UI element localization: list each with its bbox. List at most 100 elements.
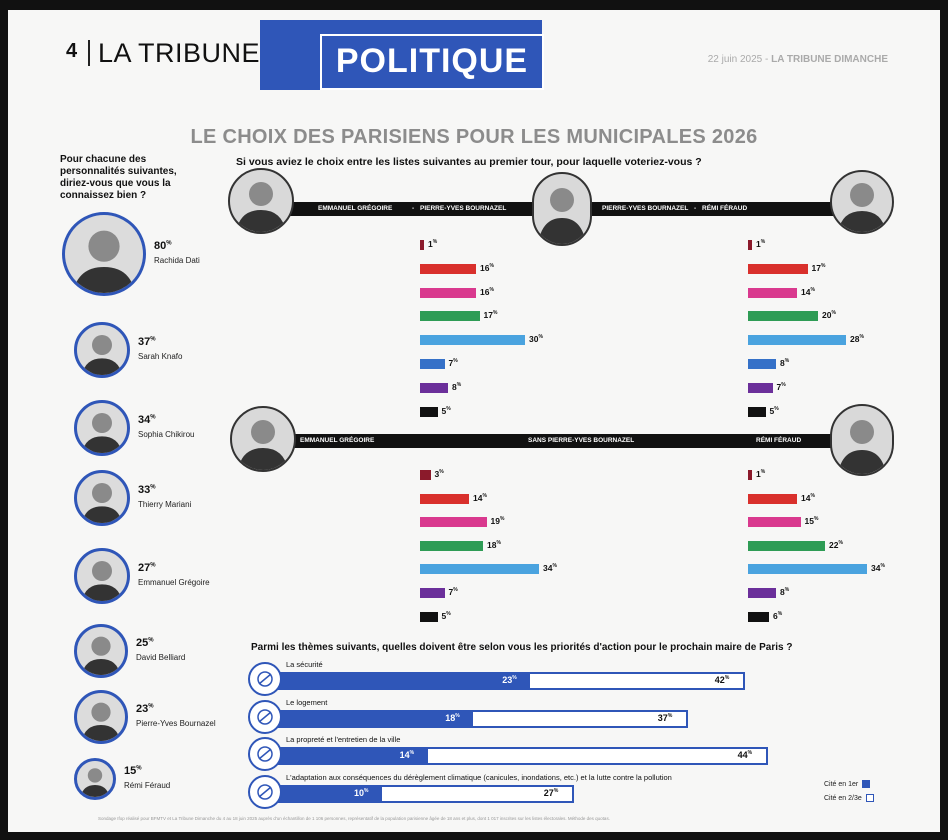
scenario-candidate-a: PIERRE-YVES BOURNAZEL [602, 205, 689, 212]
bar [420, 240, 424, 250]
bar [748, 470, 752, 480]
bar-value-label-unit: % [859, 334, 864, 341]
bar [748, 359, 776, 369]
personality-value: 33% [138, 484, 156, 496]
bar-value-label-unit: % [880, 563, 885, 570]
priority-label: La propreté et l'entretien de la ville [286, 735, 401, 744]
bar [748, 311, 818, 322]
scenario-separator: - [412, 205, 415, 212]
personality-value-unit: % [150, 562, 156, 569]
person-silhouette-icon [81, 702, 121, 741]
legend-second: Cité en 2/3e [824, 794, 874, 802]
priority-value-first: 14% [400, 750, 414, 760]
bar-value-label-unit: % [820, 262, 826, 269]
bar [748, 611, 769, 622]
priority-bar-first [268, 787, 382, 801]
priorities-question: Parmi les thèmes suivants, quelles doive… [251, 642, 793, 653]
person-silhouette-icon [838, 420, 886, 474]
bar-value-label-value: 22 [829, 539, 839, 550]
scenario-header-top-right: PIERRE-YVES BOURNAZEL - RÉMI FÉRAUD [582, 202, 858, 216]
theme-pictogram-icon [257, 784, 273, 800]
bar-value-label-value: 7 [776, 381, 782, 392]
bar-value-label: 16% [480, 263, 494, 273]
bar-value-label-unit: % [813, 516, 819, 523]
bar-value-label: 20% [822, 310, 836, 320]
bar-value-label-value: 19 [490, 516, 500, 527]
personality-value-unit: % [136, 765, 142, 772]
personality-value: 37% [138, 336, 156, 348]
bar-value-label: 6% [773, 611, 782, 621]
person-silhouette-icon [538, 188, 586, 244]
bar-value-label-value: 5 [769, 405, 775, 416]
bar-value-label-value: 8 [780, 587, 785, 597]
bar-value-label: 17% [812, 263, 826, 273]
bar-value-label: 1% [428, 239, 437, 249]
bar [420, 382, 448, 393]
avatar [74, 690, 128, 744]
bar [420, 287, 476, 298]
bar-value-label-unit: % [482, 492, 487, 499]
bar-value-label-value: 1 [756, 469, 761, 479]
avatar [74, 624, 128, 678]
priority-theme-icon [248, 775, 282, 809]
personality-value-unit: % [150, 484, 156, 491]
priority-value-total-value: 37 [657, 713, 668, 723]
bar-value-label: 16% [480, 287, 494, 297]
bar [420, 540, 483, 551]
personality-value: 23% [136, 703, 154, 715]
notoriety-question: Pour chacune des personnalités suivantes… [60, 154, 177, 201]
bar-value-label: 1% [756, 469, 765, 479]
avatar [74, 758, 116, 800]
priority-value-first: 10% [354, 788, 368, 798]
priority-bar-total: 10% 27% [266, 785, 574, 803]
bar-value-label-value: 7 [448, 358, 454, 368]
personality-value-unit: % [148, 637, 154, 644]
bar-value-label-unit: % [453, 587, 458, 594]
priority-bar-first [268, 712, 474, 726]
legend-second-label: Cité en 2/3e [824, 794, 862, 802]
personality-value-unit: % [150, 414, 156, 421]
priority-bar-total: 18% 37% [266, 710, 688, 728]
bar [748, 240, 752, 250]
priority-theme-icon [248, 662, 282, 696]
bar-value-label-unit: % [831, 310, 836, 317]
legend-first: Cité en 1er [824, 780, 871, 788]
bar-value-label-value: 15 [804, 516, 814, 527]
priority-value-first-unit: % [409, 750, 415, 756]
bar [420, 470, 431, 480]
theme-pictogram-icon [257, 671, 273, 687]
bar-value-label: 22% [829, 540, 843, 550]
bar-value-label-value: 5 [441, 405, 447, 416]
legend-first-swatch [862, 780, 871, 788]
personality-value-value: 15 [124, 765, 137, 777]
priority-label: La sécurité [286, 660, 323, 669]
bar-value-label-unit: % [432, 239, 438, 246]
priority-value-total-value: 44 [737, 750, 748, 760]
priority-bar-first [268, 674, 531, 688]
bar-value-label-unit: % [760, 469, 766, 476]
bar-value-label-value: 34 [871, 563, 881, 574]
priority-value-first-unit: % [455, 713, 460, 719]
bar-value-label: 1% [756, 239, 765, 249]
bar-value-label-value: 30 [529, 334, 539, 345]
priority-value-first-value: 23 [502, 675, 513, 685]
theme-pictogram-icon [257, 746, 273, 762]
priority-theme-icon [248, 737, 282, 771]
priority-value-total-unit: % [747, 750, 753, 756]
bar-value-label-value: 17 [811, 262, 821, 273]
personality-value-unit: % [150, 336, 156, 343]
person-silhouette-icon [82, 413, 122, 453]
page-title: LE CHOIX DES PARISIENS POUR LES MUNICIPA… [190, 126, 758, 148]
bar-value-label-unit: % [781, 381, 786, 388]
bar-value-label-value: 18 [487, 539, 497, 550]
publication-name: LA TRIBUNE DIMANCHE [771, 54, 888, 65]
bar-value-label: 30% [529, 334, 543, 344]
bar [420, 611, 438, 622]
bar-value-label: 7% [449, 358, 458, 368]
bar-value-label-value: 6 [773, 610, 778, 621]
bar-value-label-value: 1 [428, 239, 433, 249]
bar-value-label: 14% [801, 493, 815, 503]
bar-value-label-unit: % [538, 334, 543, 341]
bar-value-label-unit: % [760, 239, 766, 246]
bar-value-label-unit: % [810, 286, 815, 293]
